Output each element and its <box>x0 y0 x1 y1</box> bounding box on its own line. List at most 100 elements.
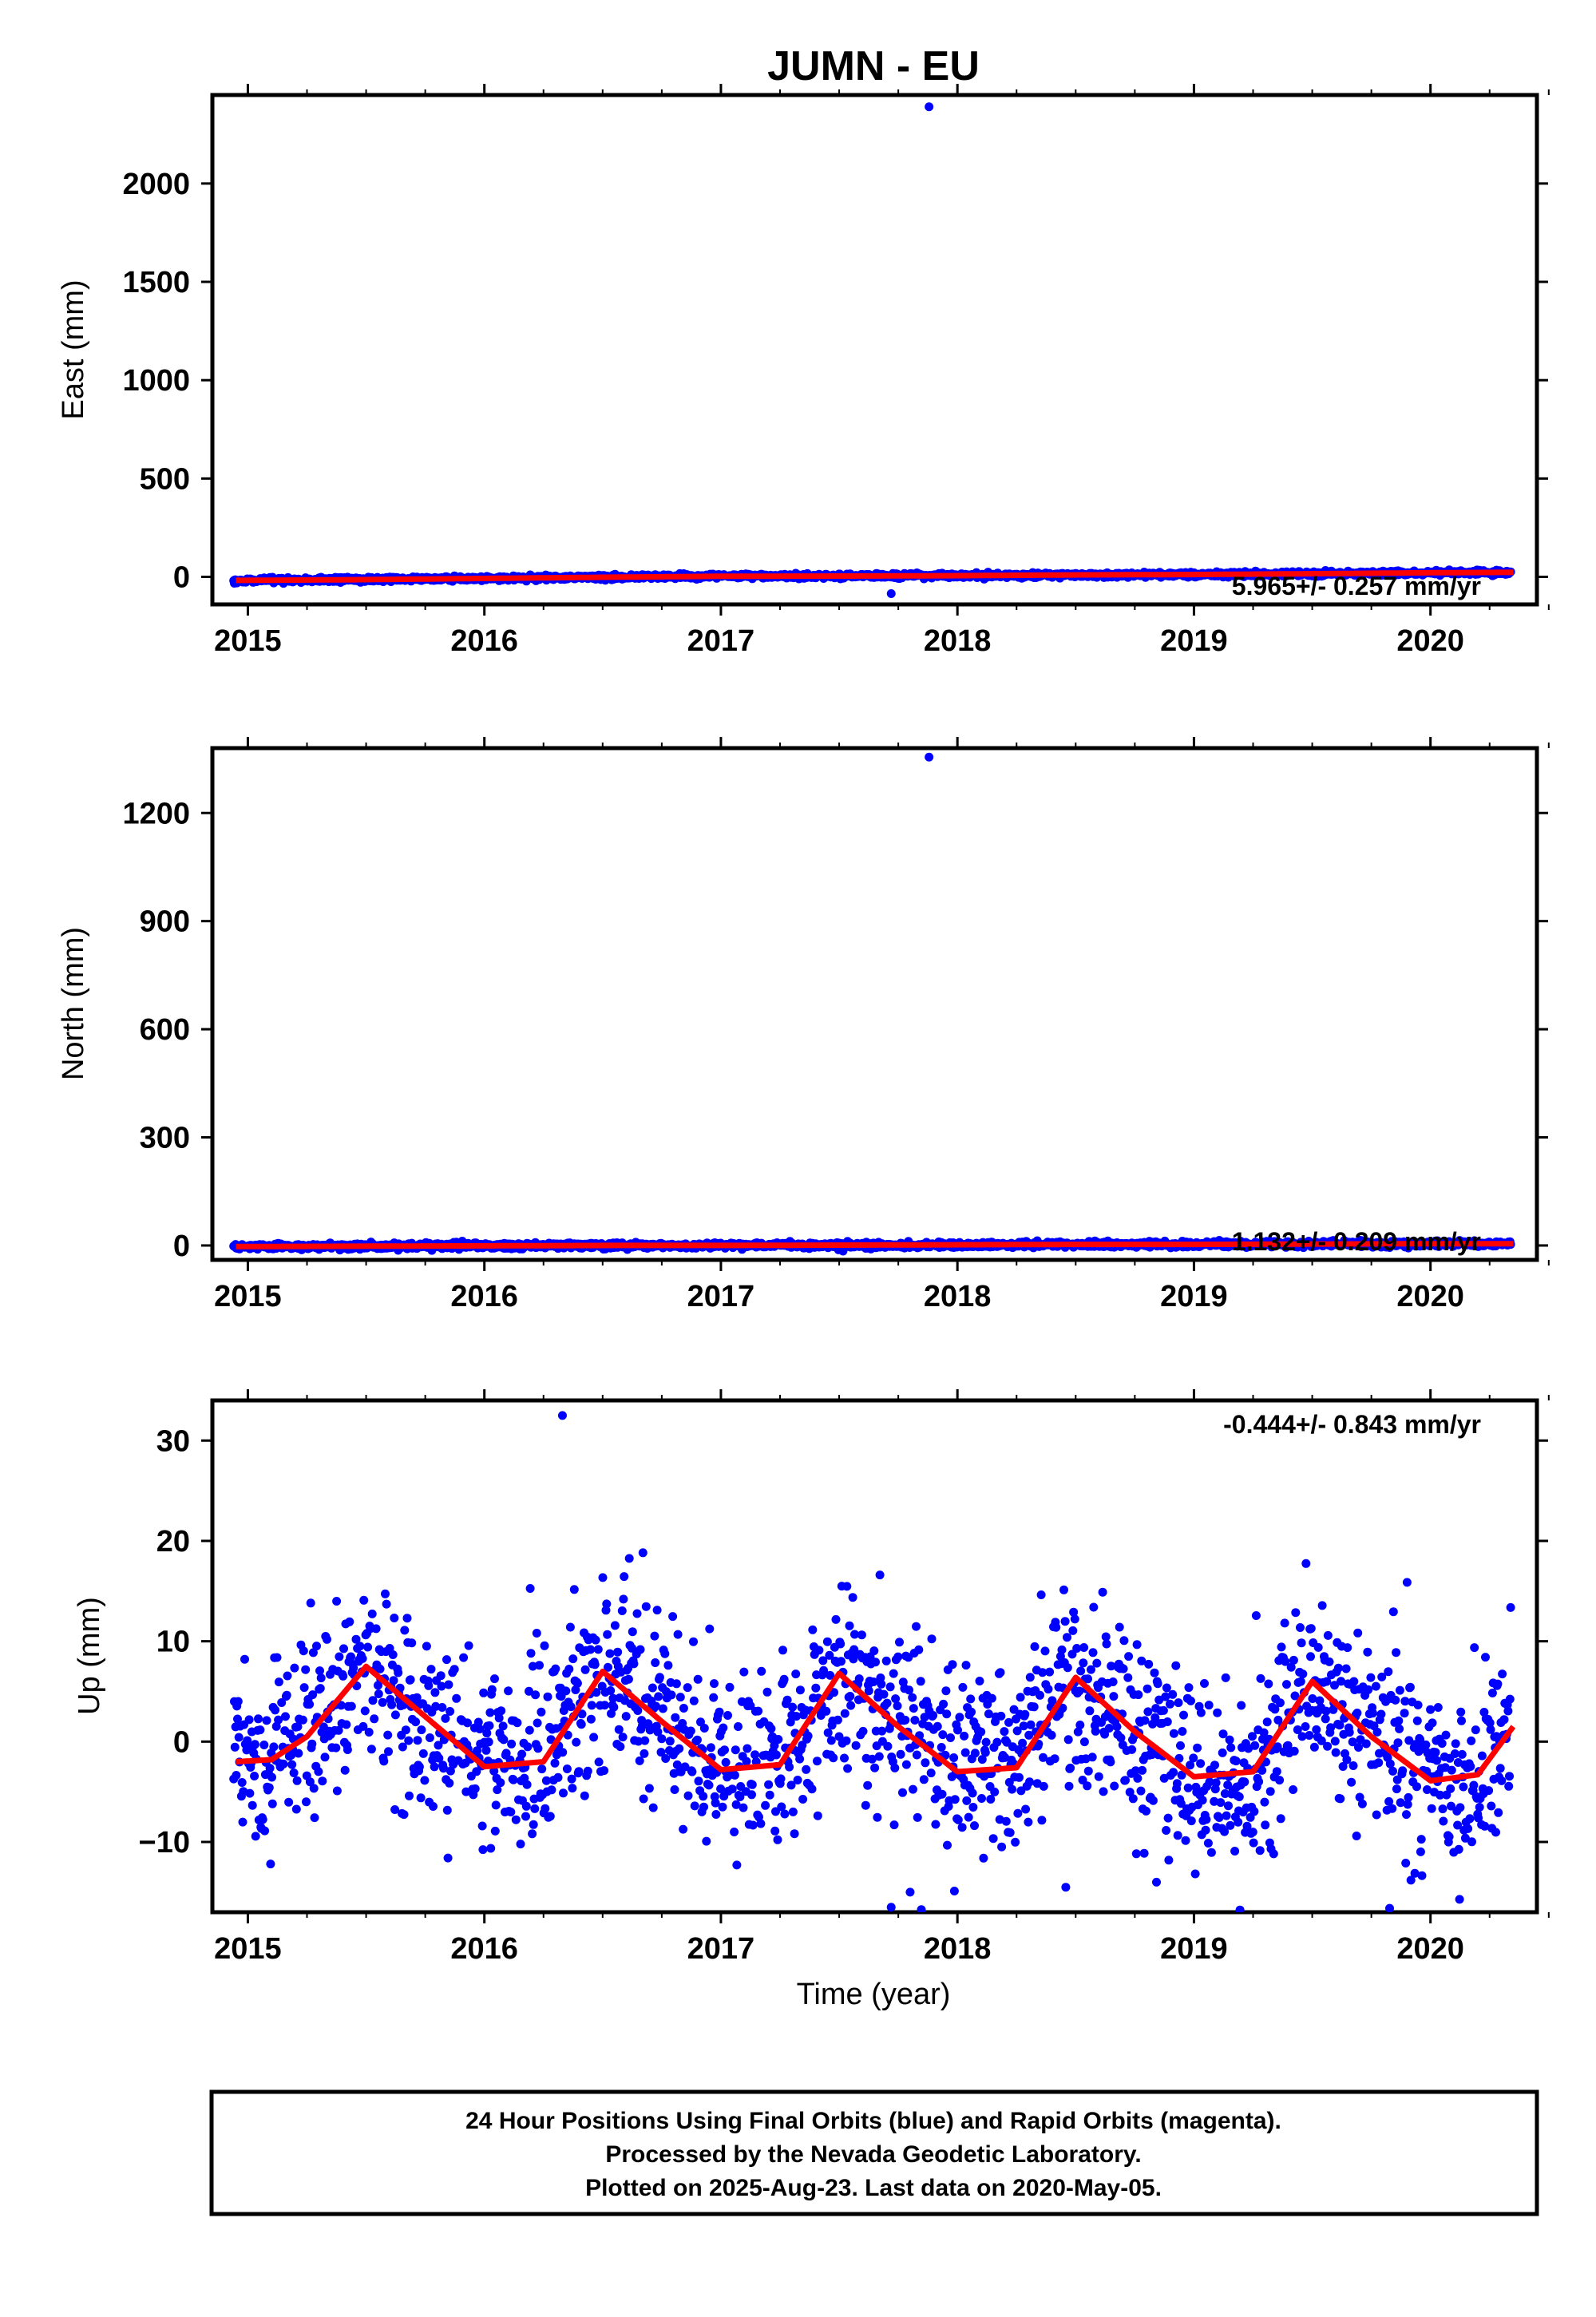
up-point <box>1063 1633 1071 1642</box>
up-point <box>363 1642 373 1652</box>
up-point <box>785 1762 794 1772</box>
up-point <box>949 1887 959 1895</box>
up-point <box>870 1763 880 1772</box>
up-point <box>819 1665 829 1675</box>
up-point <box>668 1612 678 1622</box>
north-ytick-label: 900 <box>140 905 190 939</box>
up-point <box>842 1736 851 1745</box>
up-point <box>528 1662 537 1671</box>
up-point <box>1121 1776 1130 1785</box>
up-point <box>1184 1683 1194 1693</box>
up-point <box>629 1659 639 1669</box>
east-model-line <box>236 569 1514 584</box>
up-point <box>299 1683 309 1693</box>
up-point <box>970 1821 979 1831</box>
up-point <box>1087 1753 1097 1762</box>
up-point <box>1038 1668 1047 1677</box>
north-xtick-label: 2015 <box>214 1280 282 1313</box>
up-point <box>308 1690 318 1700</box>
east-series <box>229 102 1515 598</box>
up-point <box>921 1758 930 1768</box>
up-point <box>284 1797 294 1807</box>
up-point <box>525 1584 535 1593</box>
up-point <box>1099 1787 1108 1796</box>
up-point <box>1140 1716 1150 1725</box>
up-point <box>572 1678 582 1688</box>
up-point <box>281 1712 290 1721</box>
up-point <box>1183 1783 1193 1792</box>
up-point <box>890 1763 900 1772</box>
up-point <box>250 1740 259 1749</box>
up-point <box>1063 1735 1073 1745</box>
up-point <box>244 1715 254 1725</box>
north-ytick-label: 0 <box>173 1230 190 1263</box>
up-ytick-label: 30 <box>156 1424 190 1458</box>
up-point <box>1047 1696 1057 1705</box>
up-point <box>602 1599 612 1609</box>
up-point <box>970 1749 980 1758</box>
up-point <box>334 1725 343 1735</box>
up-point <box>641 1602 651 1611</box>
up-point <box>499 1735 509 1745</box>
up-point <box>287 1760 297 1769</box>
up-point <box>937 1743 946 1752</box>
up-point <box>1102 1639 1111 1649</box>
up-point <box>869 1646 879 1656</box>
up-point <box>398 1742 407 1752</box>
up-point <box>530 1804 540 1813</box>
up-point <box>756 1819 766 1828</box>
up-point <box>680 1762 690 1772</box>
up-point <box>895 1638 904 1647</box>
up-point <box>511 1815 521 1824</box>
up-point <box>762 1687 772 1697</box>
up-point <box>792 1712 801 1721</box>
up-point <box>360 1706 370 1716</box>
up-point <box>568 1654 578 1664</box>
up-point <box>1119 1664 1128 1673</box>
up-point <box>255 1725 265 1735</box>
up-point <box>355 1642 365 1651</box>
up-point <box>345 1617 354 1626</box>
up-point <box>243 1736 252 1745</box>
up-point <box>258 1815 267 1824</box>
up-point <box>532 1629 541 1638</box>
up-point <box>1037 1816 1047 1825</box>
up-point <box>771 1807 780 1816</box>
up-point <box>1144 1659 1154 1669</box>
up-point <box>1044 1685 1053 1694</box>
up-point <box>941 1686 951 1696</box>
up-point <box>1026 1720 1036 1729</box>
up-point <box>1001 1816 1011 1826</box>
up-point <box>561 1686 571 1696</box>
up-point <box>837 1657 846 1666</box>
up-point <box>339 1671 348 1681</box>
up-point <box>478 1845 488 1855</box>
up-point <box>639 1794 648 1804</box>
up-point <box>306 1598 315 1608</box>
up-point <box>314 1767 323 1776</box>
up-point <box>1176 1741 1185 1750</box>
up-point <box>1109 1692 1119 1701</box>
north-axis-label: North (mm) <box>57 927 90 1080</box>
up-point <box>950 1795 960 1804</box>
up-point <box>525 1725 534 1735</box>
up-point <box>822 1637 832 1646</box>
up-point <box>1004 1717 1013 1727</box>
up-point <box>635 1756 644 1765</box>
up-point <box>905 1685 914 1695</box>
up-point <box>803 1731 813 1741</box>
up-point <box>1116 1733 1126 1743</box>
up-point <box>262 1716 271 1725</box>
up-point <box>877 1726 887 1736</box>
north-ytick-label: 300 <box>140 1122 190 1155</box>
up-point <box>358 1721 368 1731</box>
up-point <box>389 1676 398 1685</box>
up-point <box>402 1614 412 1623</box>
up-point <box>718 1802 727 1812</box>
up-point <box>331 1743 341 1753</box>
up-point <box>1174 1698 1183 1708</box>
up-point <box>665 1737 675 1746</box>
up-point <box>312 1642 321 1651</box>
up-point <box>766 1724 776 1733</box>
